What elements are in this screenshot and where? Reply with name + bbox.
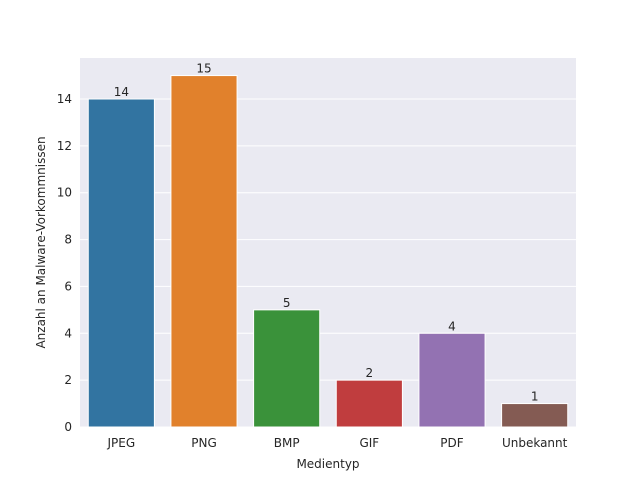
y-tick-label: 10 (57, 186, 72, 200)
y-tick-label: 0 (64, 420, 72, 434)
data-label-pdf: 4 (448, 319, 456, 333)
y-tick-label: 6 (64, 279, 72, 293)
y-tick-label: 2 (64, 373, 72, 387)
y-tick-label: 8 (64, 233, 72, 247)
x-tick-label-png: PNG (191, 436, 217, 450)
x-axis-label: Medientyp (296, 457, 359, 471)
bar-png (170, 75, 238, 428)
data-label-bmp: 5 (283, 296, 291, 310)
bar-bmp (253, 309, 321, 428)
grid-lines (80, 98, 576, 428)
x-tick-labels: JPEG PNG BMP GIF PDF Unbekannt (107, 436, 568, 450)
data-label-gif: 2 (366, 366, 374, 380)
y-tick-labels: 0 2 4 6 8 10 12 14 (57, 92, 72, 434)
data-label-unbekannt: 1 (531, 390, 539, 404)
y-tick-label: 14 (57, 92, 72, 106)
x-tick-label-pdf: PDF (440, 436, 463, 450)
y-tick-label: 12 (57, 139, 72, 153)
y-tick-label: 4 (64, 326, 72, 340)
bars (87, 75, 569, 428)
x-tick-label-unbekannt: Unbekannt (502, 436, 568, 450)
bar-pdf (418, 332, 486, 428)
data-label-jpeg: 14 (114, 85, 129, 99)
bar-unbekannt (501, 403, 569, 428)
x-tick-label-gif: GIF (359, 436, 379, 450)
bar-gif (335, 379, 403, 428)
data-labels: 14 15 5 2 4 1 (114, 62, 539, 404)
x-tick-label-bmp: BMP (274, 436, 300, 450)
plot-background (80, 58, 576, 427)
data-label-png: 15 (196, 62, 211, 76)
x-tick-label-jpeg: JPEG (107, 436, 136, 450)
y-axis-label: Anzahl an Malware-Vorkommnissen (34, 136, 48, 348)
bar-jpeg (87, 98, 155, 428)
